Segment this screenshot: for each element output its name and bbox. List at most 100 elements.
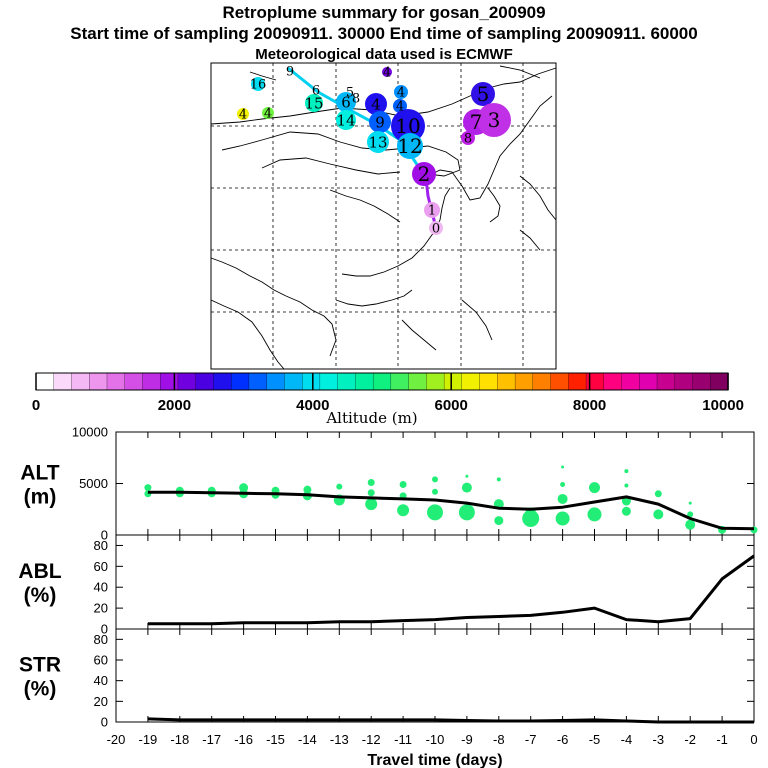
x-tick-label: -18	[170, 732, 189, 747]
y-tick-label: 40	[94, 580, 108, 595]
panel-abl: 0 20 40 60 80 ABL(%)	[18, 534, 755, 637]
map-graticule	[211, 63, 556, 369]
x-tick-label: 0	[750, 732, 757, 747]
altitude-plume-dot	[432, 476, 438, 483]
altitude-colorbar: 0 2000 4000 6000 8000 10000 Altitude (m)	[32, 372, 744, 427]
altitude-plume-dot	[367, 489, 375, 497]
map-day-label: 5	[477, 82, 490, 106]
map-day-label: 1	[428, 204, 436, 219]
altitude-plume-dot	[587, 507, 602, 522]
y-tick-label: 0	[101, 528, 108, 543]
colorbar-cell	[124, 372, 144, 391]
colorbar-tick-label: 10000	[702, 397, 744, 414]
colorbar-cell	[142, 372, 161, 391]
map-day-label: 4	[239, 108, 247, 123]
colorbar-cell	[160, 372, 179, 391]
x-tick-label: -5	[589, 732, 601, 747]
altitude-plume-dot	[522, 510, 540, 528]
colorbar-cell	[213, 372, 232, 391]
colorbar-cell	[231, 372, 250, 391]
colorbar-cell	[89, 372, 108, 391]
colorbar-cell	[639, 372, 658, 391]
colorbar-tick-label: 2000	[158, 397, 191, 414]
colorbar-cell	[550, 372, 569, 391]
map-plume-circle	[424, 202, 440, 218]
panel-ylabel-unit: (%)	[24, 678, 57, 701]
colorbar-cell	[390, 372, 410, 391]
y-tick-label: 60	[94, 653, 108, 668]
altitude-plume-dot	[624, 483, 629, 488]
x-tick-label: -12	[362, 732, 381, 747]
x-tick-label: -19	[139, 732, 158, 747]
map-day-label: 15	[304, 94, 323, 112]
x-tick-label: -2	[684, 732, 696, 747]
x-tick-label: -10	[426, 732, 445, 747]
altitude-plume-dot	[688, 501, 692, 505]
map-day-label: 7	[470, 110, 483, 134]
altitude-plume-dot	[303, 485, 312, 494]
map-plume-circle	[382, 67, 392, 77]
panel-frame	[115, 628, 755, 723]
panel-ylabel-unit: (%)	[24, 584, 57, 607]
map-day-label: 12	[397, 134, 422, 158]
altitude-plume-dot	[621, 506, 631, 516]
map-plume-circle	[477, 103, 511, 137]
colorbar-tick-label: 4000	[296, 397, 329, 414]
map-day-label: 5	[346, 86, 354, 101]
x-tick-label: -14	[298, 732, 317, 747]
map-plume-circle	[365, 93, 387, 115]
series-line	[147, 554, 755, 626]
x-tick-label: -1	[716, 732, 728, 747]
map-day-label: 4	[371, 95, 381, 113]
colorbar-cell	[177, 372, 197, 391]
altitude-plume-dot	[465, 474, 469, 478]
y-tick-label: 20	[94, 694, 108, 709]
colorbar-tick-labels: 0 2000 4000 6000 8000 10000	[32, 397, 744, 414]
x-tick-label: -6	[557, 732, 569, 747]
map-day-label: 13	[368, 133, 387, 151]
map-plume-circle	[237, 108, 249, 120]
y-tick-label: 5000	[79, 476, 108, 491]
altitude-plume-dot	[624, 469, 629, 474]
colorbar-cell	[585, 372, 605, 391]
altitude-plume-dot	[494, 516, 504, 526]
altitude-plume-dot	[336, 483, 343, 490]
x-tick-label: -15	[266, 732, 285, 747]
colorbar-cell	[248, 372, 268, 391]
y-tick-label: 20	[94, 601, 108, 616]
colorbar-cell	[674, 372, 694, 391]
map-day-label: 4	[397, 86, 405, 101]
map-day-label: 10	[395, 114, 420, 138]
panel-ylabel-name: STR	[19, 654, 61, 677]
x-tick-label: -17	[202, 732, 221, 747]
map-day-label: 4	[264, 107, 272, 122]
colorbar-cell	[53, 372, 73, 391]
altitude-plume-dot	[589, 482, 600, 494]
altitude-plume-dot	[555, 511, 570, 526]
x-tick-label: -3	[653, 732, 665, 747]
colorbar-cell	[71, 372, 90, 391]
y-tick-label: 80	[94, 632, 108, 647]
altitude-plume-dot	[397, 504, 410, 517]
timeseries-panels: 0500010000ALT(m)020406080ABL(%)020406080…	[18, 425, 757, 768]
map-day-label: 9	[286, 65, 294, 80]
altitude-plume-dot	[687, 511, 694, 518]
colorbar-major-ticks	[35, 373, 729, 390]
series-line	[147, 490, 755, 531]
altitude-plume-dot	[653, 509, 664, 520]
altitude-plume-dot	[144, 484, 152, 492]
panel-alt: 0 5000 10000 ALT(m)	[20, 425, 758, 543]
altitude-plume-dot	[432, 488, 438, 495]
x-tick-label: -16	[234, 732, 253, 747]
y-tick-label: 0	[101, 715, 108, 730]
y-tick-label: 0	[101, 622, 108, 637]
colorbar-tick-label: 6000	[435, 397, 468, 414]
altitude-plume-dot	[458, 504, 475, 521]
sampling-time-line: Start time of sampling 20090911. 30000 E…	[70, 24, 698, 43]
altitude-plume-dot	[461, 482, 472, 493]
map-day-label: 16	[250, 78, 267, 93]
colorbar-cell	[692, 372, 711, 391]
